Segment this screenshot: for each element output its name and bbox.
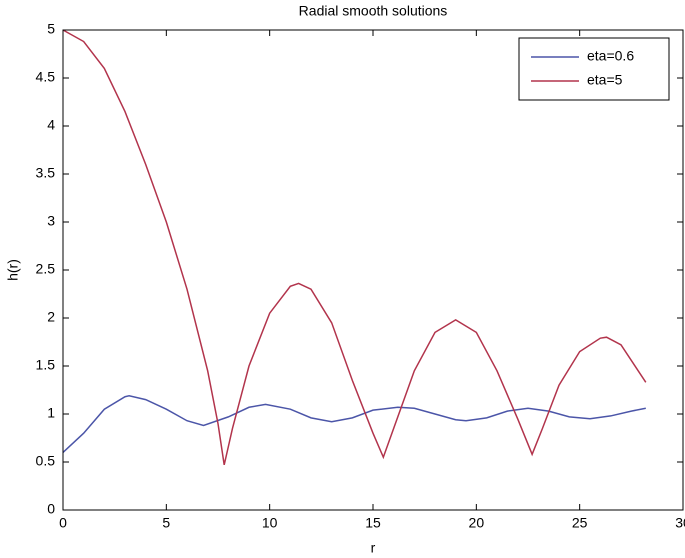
y-tick-label: 0 [47,501,55,517]
x-tick-label: 0 [59,515,67,531]
x-tick-label: 20 [469,515,485,531]
x-tick-label: 5 [162,515,170,531]
x-tick-label: 10 [262,515,278,531]
legend-box [518,37,670,101]
chart-title: Radial smooth solutions [299,3,448,19]
axes-box [62,29,684,511]
x-tick-label: 25 [572,515,588,531]
y-tick-label: 2.5 [36,261,56,277]
y-tick-label: 0.5 [36,453,56,469]
y-tick-label: 1 [47,405,55,421]
y-tick-label: 1.5 [36,357,56,373]
y-tick-label: 5 [47,21,55,37]
plot-area [63,30,683,510]
y-tick-label: 4.5 [36,69,56,85]
legend-label: eta=0.6 [587,48,634,64]
y-tick-label: 3 [47,213,55,229]
legend-label: eta=5 [587,72,623,88]
y-tick-label: 4 [47,117,55,133]
y-tick-label: 2 [47,309,55,325]
line [62,29,647,466]
x-tick-label: 15 [365,515,381,531]
x-axis-label: r [371,540,376,556]
x-tick-label: 30 [675,515,685,531]
y-tick-label: 3.5 [36,165,56,181]
y-axis-label: h(r) [5,259,21,281]
